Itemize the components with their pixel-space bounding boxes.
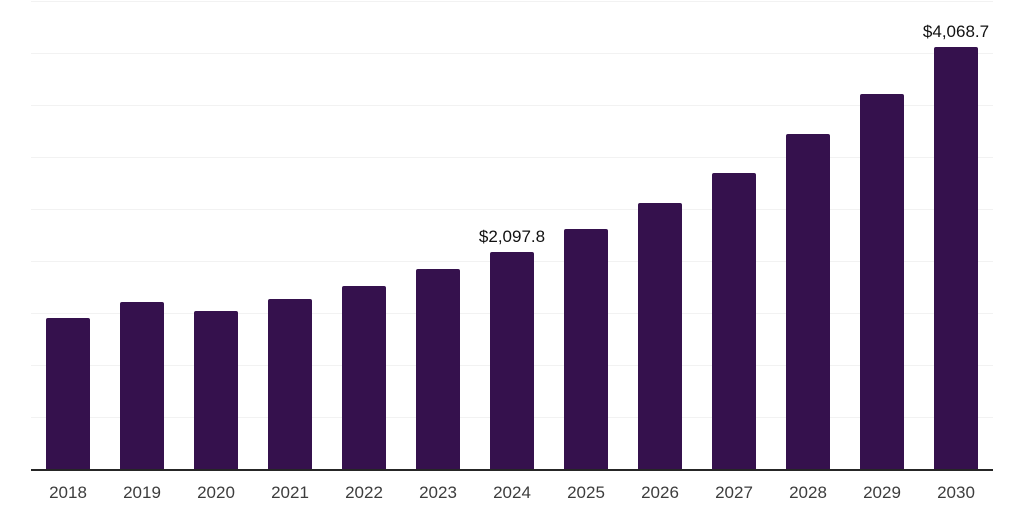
bar-2019[interactable]	[120, 302, 164, 470]
bar-2023[interactable]	[416, 269, 460, 470]
plot-area: $2,097.8 $4,068.7	[31, 1, 993, 470]
bar-2028[interactable]	[786, 134, 830, 470]
x-tick-label-2026: 2026	[641, 483, 679, 502]
x-tick-label-2021: 2021	[271, 483, 309, 502]
gridline	[31, 157, 993, 158]
bar-value-label-2030: $4,068.7	[922, 21, 990, 41]
bar-2020[interactable]	[194, 310, 238, 470]
x-axis-line	[31, 469, 993, 471]
x-tick-label-2025: 2025	[567, 483, 605, 502]
x-tick-label-2022: 2022	[345, 483, 383, 502]
gridline	[31, 105, 993, 106]
gridline	[31, 53, 993, 54]
bar-2025[interactable]	[564, 229, 608, 470]
gridline	[31, 1, 993, 2]
bar-2030[interactable]	[934, 46, 978, 470]
bar-2024[interactable]	[490, 251, 534, 470]
bar-2022[interactable]	[342, 285, 386, 470]
gridline	[31, 209, 993, 210]
x-tick-label-2029: 2029	[863, 483, 901, 502]
bar-2027[interactable]	[712, 172, 756, 470]
x-tick-label-2027: 2027	[715, 483, 753, 502]
bar-2026[interactable]	[638, 202, 682, 470]
bar-2021[interactable]	[268, 299, 312, 470]
x-tick-label-2020: 2020	[197, 483, 235, 502]
x-tick-label-2023: 2023	[419, 483, 457, 502]
x-tick-label-2030: 2030	[937, 483, 975, 502]
x-tick-label-2018: 2018	[49, 483, 87, 502]
x-tick-label-2028: 2028	[789, 483, 827, 502]
bar-value-label-2024: $2,097.8	[478, 226, 546, 246]
bar-2018[interactable]	[46, 317, 90, 470]
x-tick-label-2024: 2024	[493, 483, 531, 502]
x-tick-label-2019: 2019	[123, 483, 161, 502]
x-axis: 2018 2019 2020 2021 2022 2023 2024 2025 2026 2027…	[31, 484, 993, 506]
bar-2029[interactable]	[860, 94, 904, 470]
